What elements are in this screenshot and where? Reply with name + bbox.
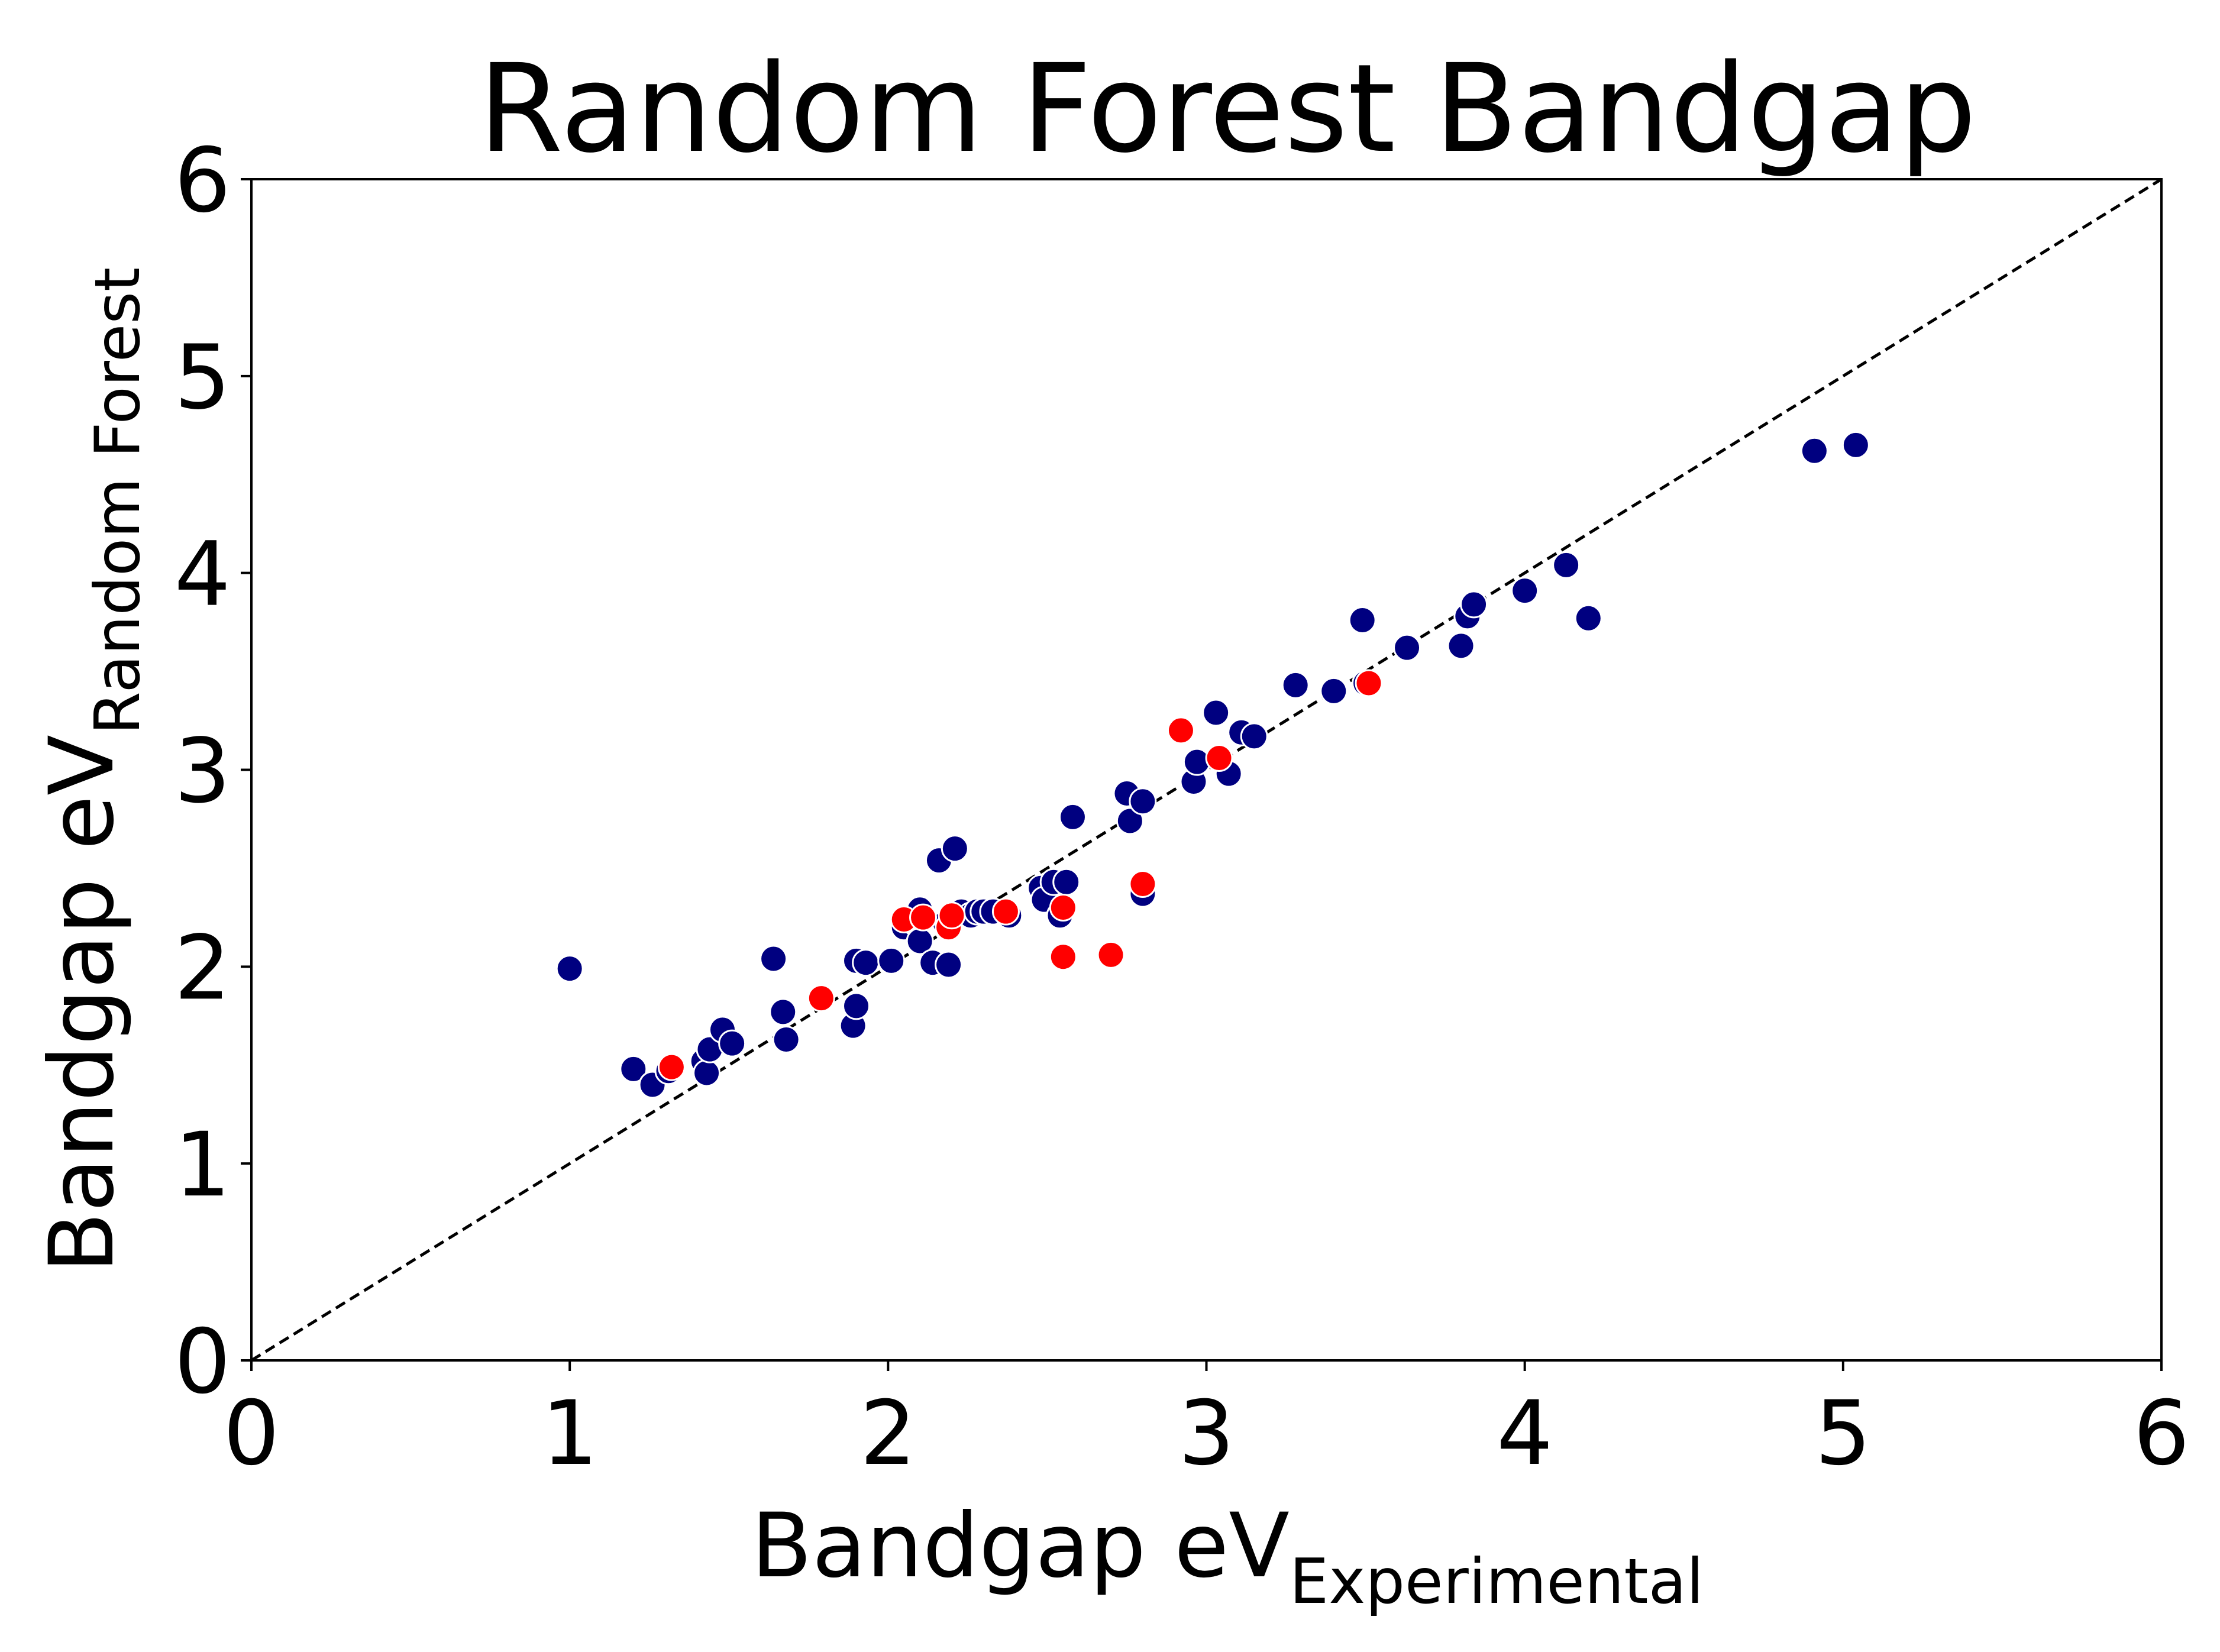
data-point bbox=[842, 992, 871, 1020]
data-point bbox=[1058, 803, 1087, 831]
data-point bbox=[1320, 677, 1348, 705]
data-point bbox=[1800, 437, 1828, 465]
data-point bbox=[1841, 431, 1870, 459]
x-tick-label: 3 bbox=[1178, 1382, 1235, 1485]
data-point bbox=[1393, 633, 1421, 662]
data-point bbox=[807, 984, 835, 1013]
data-point bbox=[1511, 577, 1539, 605]
data-point bbox=[657, 1053, 686, 1081]
y-tick-label: 3 bbox=[175, 720, 231, 823]
y-tick-label: 2 bbox=[175, 917, 231, 1020]
chart-title: Random Forest Bandgap bbox=[479, 38, 1977, 180]
data-point bbox=[1049, 943, 1077, 971]
y-axis-label: Bandgap eVRandom Forest bbox=[31, 267, 154, 1273]
data-point bbox=[941, 835, 969, 863]
data-point bbox=[1097, 940, 1125, 969]
data-point bbox=[1281, 671, 1310, 699]
x-tick-label: 5 bbox=[1815, 1382, 1871, 1485]
data-point bbox=[938, 901, 966, 930]
x-axis-label: Bandgap eVExperimental bbox=[751, 1495, 1704, 1618]
data-point bbox=[852, 949, 880, 977]
data-point bbox=[555, 955, 584, 983]
data-point bbox=[1460, 590, 1488, 619]
x-tick-label: 2 bbox=[860, 1382, 916, 1485]
data-point bbox=[991, 897, 1020, 926]
x-axis-label-subscript: Experimental bbox=[1290, 1546, 1704, 1618]
data-point bbox=[718, 1029, 747, 1058]
data-point bbox=[619, 1055, 648, 1083]
data-point bbox=[1129, 787, 1157, 816]
data-point bbox=[1355, 669, 1383, 697]
data-point bbox=[1166, 716, 1195, 745]
data-point bbox=[693, 1059, 721, 1087]
data-point bbox=[1552, 551, 1581, 579]
data-point bbox=[1348, 606, 1376, 635]
x-axis-label-main: Bandgap eV bbox=[751, 1495, 1290, 1598]
x-tick-label: 6 bbox=[2133, 1382, 2189, 1485]
data-point bbox=[760, 945, 788, 973]
x-tick-label: 1 bbox=[541, 1382, 597, 1485]
data-point bbox=[1447, 632, 1475, 660]
data-point bbox=[1052, 868, 1081, 896]
data-point bbox=[1202, 699, 1230, 727]
y-tick-label: 4 bbox=[175, 523, 231, 626]
data-point bbox=[1116, 807, 1144, 835]
y-tick-label: 5 bbox=[175, 326, 231, 429]
x-tick-label: 0 bbox=[223, 1382, 279, 1485]
y-axis-ticks: 0 1 2 3 4 5 6 bbox=[175, 130, 251, 1414]
data-point bbox=[772, 1025, 800, 1053]
y-axis-label-main: Bandgap eV bbox=[31, 735, 134, 1273]
data-point bbox=[1049, 893, 1077, 922]
reference-line-layer bbox=[250, 177, 2163, 1362]
data-point bbox=[1240, 722, 1268, 751]
x-axis-ticks: 0 1 2 3 4 5 6 bbox=[223, 1360, 2190, 1485]
identity-reference-line bbox=[250, 177, 2163, 1362]
y-axis-label-subscript: Random Forest bbox=[82, 267, 154, 735]
y-tick-label: 0 bbox=[175, 1311, 231, 1414]
data-point bbox=[769, 998, 797, 1026]
data-point bbox=[877, 946, 906, 975]
x-tick-label: 4 bbox=[1497, 1382, 1553, 1485]
data-point bbox=[1205, 744, 1233, 772]
data-point bbox=[909, 903, 938, 932]
y-tick-label: 6 bbox=[175, 130, 231, 232]
data-point bbox=[1574, 604, 1602, 632]
data-points-layer bbox=[555, 431, 1870, 1099]
series-1 bbox=[657, 669, 1383, 1081]
data-point bbox=[1129, 870, 1157, 898]
y-tick-label: 1 bbox=[175, 1114, 231, 1217]
data-point bbox=[935, 951, 963, 979]
